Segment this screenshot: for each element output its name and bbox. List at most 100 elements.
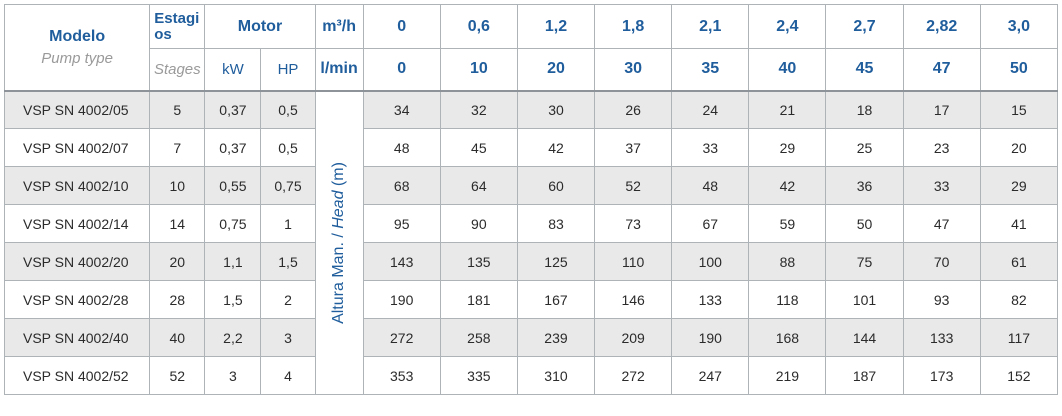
head-cell: 18: [825, 90, 904, 129]
head-cell: 239: [516, 318, 596, 357]
head-cell: 117: [979, 318, 1059, 357]
head-cell: 101: [825, 280, 904, 319]
hp-header: HP: [260, 48, 316, 92]
flow-m3h-7: 2,82: [902, 4, 981, 49]
head-cell: 209: [594, 318, 673, 357]
head-cell: 24: [671, 90, 750, 129]
flow-m3h-3: 1,8: [594, 4, 673, 49]
head-cell: 219: [748, 356, 827, 395]
head-cell: 61: [979, 242, 1059, 281]
model-cell: VSP SN 4002/07: [3, 128, 151, 167]
table-body: VSP SN 4002/05 5 0,37 0,5 Altura Man. / …: [3, 90, 1059, 395]
flow-lmin-2: 20: [516, 48, 596, 92]
stages-cell: 28: [149, 280, 206, 319]
stages-header-subtitle: Stages: [149, 48, 206, 92]
flow-m3h-0: 0: [362, 4, 441, 49]
model-cell: VSP SN 4002/20: [3, 242, 151, 281]
flow-lmin-5: 40: [748, 48, 827, 92]
head-cell: 29: [748, 128, 827, 167]
head-cell: 64: [439, 166, 518, 205]
head-cell: 36: [825, 166, 904, 205]
stages-cell: 14: [149, 204, 206, 243]
stages-cell: 20: [149, 242, 206, 281]
table-row: VSP SN 4002/52 52 3 4 353 335 310 272 24…: [3, 356, 1059, 395]
flow-lmin-3: 30: [594, 48, 673, 92]
head-cell: 125: [516, 242, 596, 281]
flow-m3h-1: 0,6: [439, 4, 518, 49]
head-cell: 82: [979, 280, 1059, 319]
stages-cell: 5: [149, 90, 206, 129]
stages-cell: 40: [149, 318, 206, 357]
flow-lmin-7: 47: [902, 48, 981, 92]
head-cell: 29: [979, 166, 1059, 205]
hp-cell: 4: [260, 356, 316, 395]
model-cell: VSP SN 4002/05: [3, 90, 151, 129]
flow-m3h-2: 1,2: [516, 4, 596, 49]
flow-m3h-header: m³/h: [314, 4, 364, 49]
head-cell: 26: [594, 90, 673, 129]
head-cell: 133: [671, 280, 750, 319]
head-cell: 32: [439, 90, 518, 129]
model-header: Modelo Pump type: [3, 4, 151, 92]
table-row: VSP SN 4002/28 28 1,5 2 190 181 167 146 …: [3, 280, 1059, 319]
stages-cell: 7: [149, 128, 206, 167]
head-cell: 135: [439, 242, 518, 281]
table-row: VSP SN 4002/40 40 2,2 3 272 258 239 209 …: [3, 318, 1059, 357]
head-cell: 20: [979, 128, 1059, 167]
pump-table-container: Modelo Pump type Estagi os Motor m³/h 0 …: [3, 4, 1059, 412]
model-cell: VSP SN 4002/28: [3, 280, 151, 319]
head-cell: 30: [516, 90, 596, 129]
head-cell: 95: [362, 204, 441, 243]
head-cell: 34: [362, 90, 441, 129]
head-cell: 21: [748, 90, 827, 129]
head-cell: 41: [979, 204, 1059, 243]
head-cell: 42: [516, 128, 596, 167]
flow-m3h-8: 3,0: [979, 4, 1059, 49]
table-row: VSP SN 4002/07 7 0,37 0,5 48 45 42 37 33…: [3, 128, 1059, 167]
head-cell: 37: [594, 128, 673, 167]
stages-cell: 10: [149, 166, 206, 205]
head-cell: 90: [439, 204, 518, 243]
head-cell: 59: [748, 204, 827, 243]
kw-cell: 0,37: [204, 90, 262, 129]
table-row: VSP SN 4002/10 10 0,55 0,75 68 64 60 52 …: [3, 166, 1059, 205]
head-cell: 68: [362, 166, 441, 205]
hp-cell: 0,75: [260, 166, 316, 205]
head-cell: 42: [748, 166, 827, 205]
head-cell: 83: [516, 204, 596, 243]
head-cell: 187: [825, 356, 904, 395]
head-cell: 353: [362, 356, 441, 395]
head-cell: 146: [594, 280, 673, 319]
motor-header: Motor: [204, 4, 316, 49]
head-cell: 47: [902, 204, 981, 243]
head-cell: 335: [439, 356, 518, 395]
kw-cell: 0,55: [204, 166, 262, 205]
head-cell: 52: [594, 166, 673, 205]
table-row: VSP SN 4002/14 14 0,75 1 95 90 83 73 67 …: [3, 204, 1059, 243]
model-header-title: Modelo: [49, 27, 106, 45]
kw-cell: 2,2: [204, 318, 262, 357]
kw-cell: 1,1: [204, 242, 262, 281]
stages-header: Estagi os: [149, 4, 206, 49]
model-cell: VSP SN 4002/52: [3, 356, 151, 395]
head-cell: 310: [516, 356, 596, 395]
flow-m3h-5: 2,4: [748, 4, 827, 49]
kw-cell: 0,75: [204, 204, 262, 243]
head-cell: 60: [516, 166, 596, 205]
head-cell: 48: [362, 128, 441, 167]
flow-lmin-header: l/min: [314, 48, 364, 92]
head-cell: 272: [594, 356, 673, 395]
hp-cell: 1: [260, 204, 316, 243]
head-cell: 181: [439, 280, 518, 319]
flow-lmin-1: 10: [439, 48, 518, 92]
head-cell: 50: [825, 204, 904, 243]
head-cell: 33: [902, 166, 981, 205]
pump-performance-table: Modelo Pump type Estagi os Motor m³/h 0 …: [3, 4, 1059, 395]
head-cell: 25: [825, 128, 904, 167]
head-cell: 15: [979, 90, 1059, 129]
hp-cell: 3: [260, 318, 316, 357]
head-cell: 73: [594, 204, 673, 243]
head-cell: 258: [439, 318, 518, 357]
head-cell: 67: [671, 204, 750, 243]
hp-cell: 0,5: [260, 90, 316, 129]
